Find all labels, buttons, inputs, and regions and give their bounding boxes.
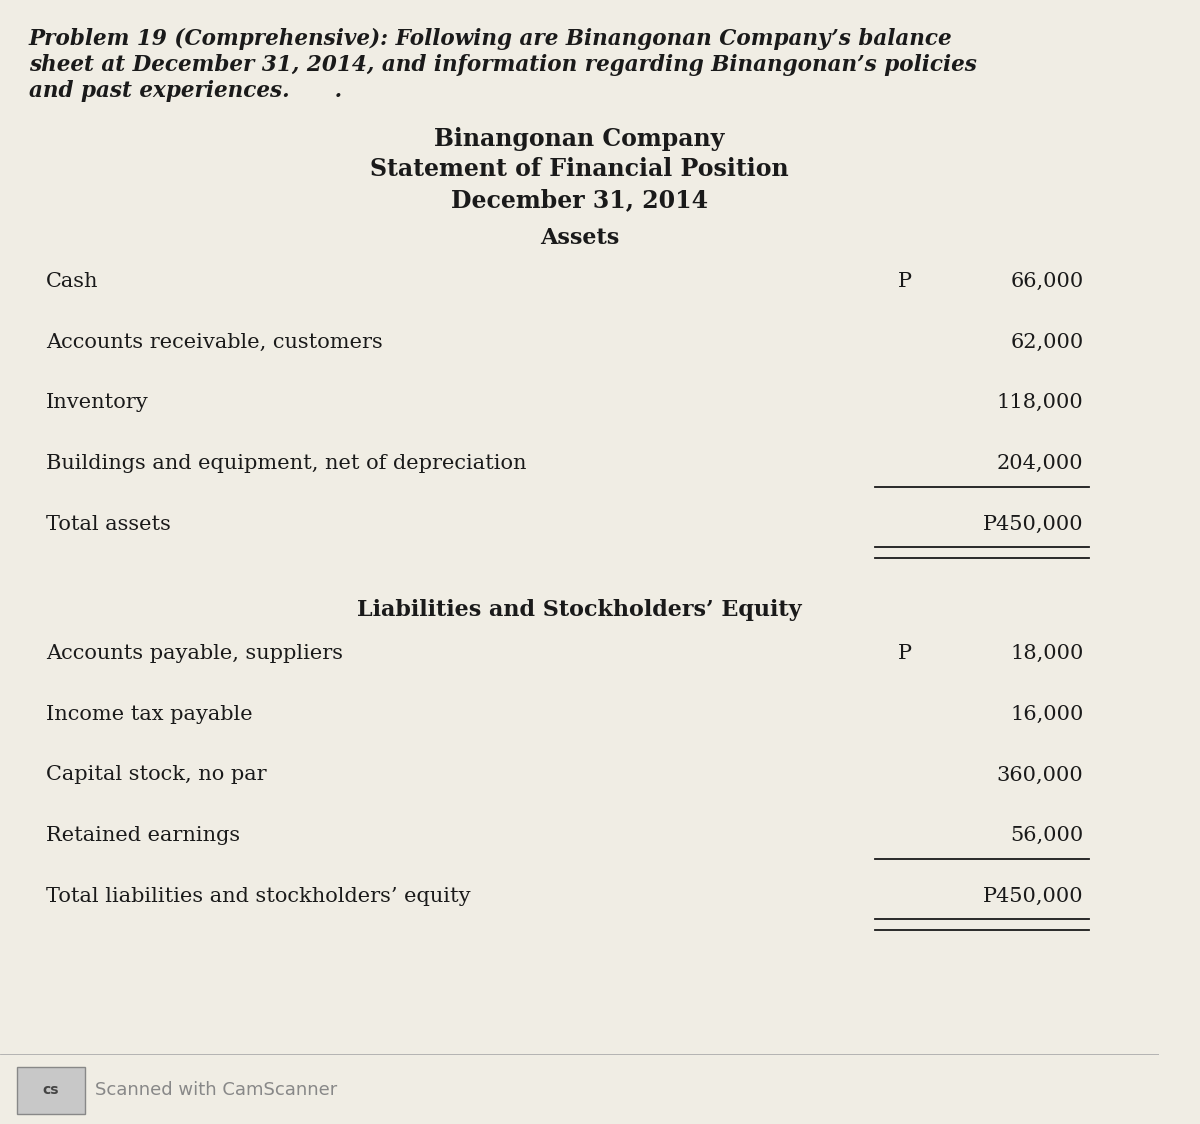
Text: 56,000: 56,000 [1010, 826, 1084, 845]
Text: 118,000: 118,000 [997, 393, 1084, 413]
Text: P: P [898, 272, 912, 291]
Text: Binangonan Company: Binangonan Company [434, 127, 725, 151]
Text: P: P [898, 644, 912, 663]
Text: 66,000: 66,000 [1010, 272, 1084, 291]
Text: Liabilities and Stockholders’ Equity: Liabilities and Stockholders’ Equity [358, 599, 802, 622]
Text: 16,000: 16,000 [1010, 705, 1084, 724]
Text: Capital stock, no par: Capital stock, no par [47, 765, 266, 785]
Text: Buildings and equipment, net of depreciation: Buildings and equipment, net of deprecia… [47, 454, 527, 473]
Text: Cash: Cash [47, 272, 98, 291]
Text: P450,000: P450,000 [983, 887, 1084, 906]
Text: P450,000: P450,000 [983, 515, 1084, 534]
Text: Statement of Financial Position: Statement of Financial Position [370, 157, 788, 181]
Text: Problem 19 (Comprehensive): Following are Binangonan Company’s balance: Problem 19 (Comprehensive): Following ar… [29, 28, 953, 51]
Text: 18,000: 18,000 [1010, 644, 1084, 663]
Text: 62,000: 62,000 [1010, 333, 1084, 352]
Text: Retained earnings: Retained earnings [47, 826, 240, 845]
Text: Income tax payable: Income tax payable [47, 705, 253, 724]
FancyBboxPatch shape [17, 1067, 84, 1114]
Text: Assets: Assets [540, 227, 619, 250]
Text: Inventory: Inventory [47, 393, 149, 413]
Text: 360,000: 360,000 [997, 765, 1084, 785]
Text: Total assets: Total assets [47, 515, 172, 534]
Text: Scanned with CamScanner: Scanned with CamScanner [95, 1081, 337, 1099]
Text: December 31, 2014: December 31, 2014 [451, 188, 708, 211]
Text: cs: cs [43, 1084, 59, 1097]
Text: and past experiences.      .: and past experiences. . [29, 80, 342, 102]
Text: 204,000: 204,000 [997, 454, 1084, 473]
Text: Accounts payable, suppliers: Accounts payable, suppliers [47, 644, 343, 663]
Text: Accounts receivable, customers: Accounts receivable, customers [47, 333, 383, 352]
Text: Total liabilities and stockholders’ equity: Total liabilities and stockholders’ equi… [47, 887, 470, 906]
Text: sheet at December 31, 2014, and information regarding Binangonan’s policies: sheet at December 31, 2014, and informat… [29, 54, 977, 76]
